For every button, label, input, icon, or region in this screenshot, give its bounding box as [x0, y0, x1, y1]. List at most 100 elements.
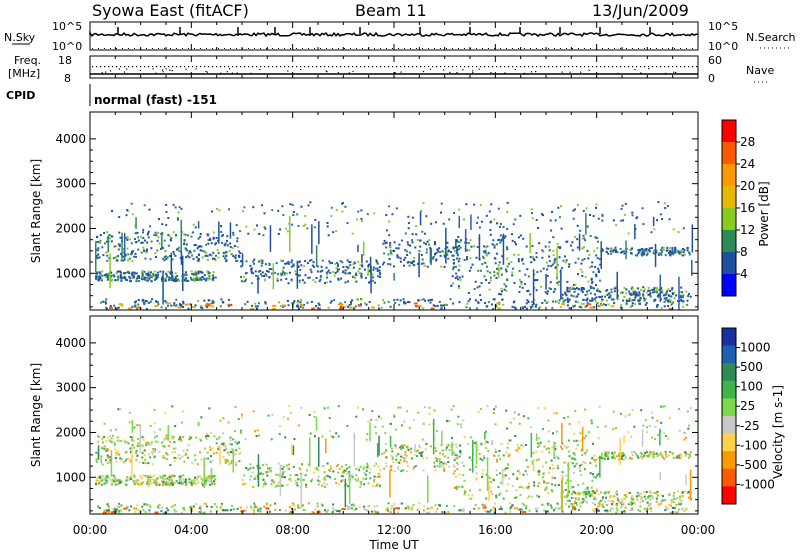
nsearch-point: [650, 48, 651, 49]
range-gate-return: [345, 464, 348, 466]
range-gate-return: [133, 255, 136, 258]
colorbar-segment: [722, 164, 736, 187]
range-gate-return: [663, 297, 666, 300]
range-gate-return: [558, 216, 561, 219]
range-gate-return: [259, 273, 262, 276]
range-gate-return: [612, 410, 615, 413]
range-gate-return: [141, 505, 144, 508]
range-gate-return: [554, 219, 557, 222]
range-gate-return: [584, 294, 587, 296]
range-gate-return: [121, 480, 124, 483]
range-gate-return: [101, 463, 104, 466]
range-gate-return: [111, 278, 113, 281]
range-gate-return: [498, 508, 503, 511]
range-gate-return: [128, 275, 131, 278]
range-gate-return: [275, 473, 278, 476]
range-gate-return: [345, 272, 348, 275]
range-gate-return: [480, 444, 483, 447]
range-gate-return: [146, 279, 149, 282]
range-gate-return: [611, 451, 614, 454]
range-gate-streak: [414, 444, 416, 453]
range-gate-return: [647, 496, 649, 499]
range-gate-return: [361, 220, 363, 223]
range-gate-return: [97, 505, 100, 508]
range-gate-return: [513, 306, 516, 309]
range-gate-return: [216, 207, 218, 210]
range-gate-streak: [182, 255, 184, 291]
range-gate-return: [334, 271, 337, 274]
range-gate-return: [344, 281, 347, 284]
range-gate-return: [98, 275, 101, 278]
range-gate-return: [165, 482, 168, 484]
colorbar-segment: [722, 486, 736, 505]
range-gate-return: [665, 507, 670, 510]
velocity-ylabel: Slant Range [km]: [29, 363, 43, 467]
range-gate-return: [193, 249, 196, 252]
range-gate-return: [131, 305, 134, 308]
range-gate-return: [493, 408, 496, 411]
range-gate-return: [613, 248, 616, 251]
range-gate-return: [208, 477, 211, 480]
range-gate-return: [458, 473, 461, 476]
range-gate-return: [518, 447, 521, 450]
range-gate-return: [342, 266, 345, 269]
range-gate-return: [99, 277, 102, 279]
range-gate-return: [572, 452, 575, 455]
range-gate-return: [451, 275, 454, 278]
range-gate-return: [131, 260, 134, 263]
range-gate-return: [162, 484, 164, 487]
range-gate-return: [663, 305, 666, 308]
range-gate-return: [425, 243, 427, 246]
range-gate-return: [217, 251, 220, 254]
range-gate-return: [208, 275, 211, 277]
range-gate-return: [656, 495, 659, 498]
range-gate-return: [609, 294, 612, 297]
range-gate-return: [568, 505, 571, 508]
range-gate-return: [235, 254, 238, 257]
nave-point: [220, 72, 222, 74]
range-gate-return: [150, 276, 153, 278]
range-gate-return: [168, 479, 171, 482]
nsearch-point: [590, 48, 591, 49]
range-gate-return: [649, 295, 652, 298]
range-gate-return: [641, 293, 644, 296]
range-gate-return: [467, 494, 470, 497]
range-gate-return: [584, 453, 587, 456]
range-gate-return: [479, 408, 482, 410]
range-gate-return: [495, 496, 498, 499]
range-gate-return: [439, 504, 441, 507]
range-gate-return: [290, 278, 293, 281]
range-gate-return: [493, 218, 496, 221]
range-gate-return: [640, 455, 643, 458]
range-gate-return: [465, 306, 468, 309]
range-gate-return: [570, 503, 573, 506]
range-gate-return: [335, 267, 338, 269]
range-gate-return: [114, 448, 117, 451]
range-gate-return: [404, 302, 407, 305]
range-gate-return: [522, 445, 525, 448]
range-gate-return: [403, 258, 406, 261]
range-gate-return: [497, 486, 500, 488]
range-gate-return: [140, 476, 143, 479]
range-gate-return: [128, 238, 131, 241]
range-gate-return: [206, 255, 209, 257]
range-gate-return: [146, 483, 149, 485]
range-gate-return: [103, 422, 106, 425]
range-gate-return: [109, 461, 112, 464]
range-gate-return: [128, 257, 131, 260]
range-gate-streak: [393, 272, 395, 281]
range-gate-return: [158, 242, 161, 245]
range-gate-return: [105, 298, 108, 301]
range-gate-return: [637, 493, 640, 496]
range-gate-return: [282, 214, 285, 216]
range-gate-return: [144, 257, 147, 260]
range-gate-streak: [95, 242, 97, 272]
range-gate-return: [528, 495, 531, 498]
range-gate-return: [137, 445, 140, 447]
range-gate-return: [326, 483, 329, 486]
range-gate-return: [425, 248, 428, 251]
range-gate-return: [446, 241, 449, 244]
range-gate-return: [174, 481, 176, 484]
nave-point: [139, 69, 141, 71]
range-gate-return: [620, 506, 623, 509]
